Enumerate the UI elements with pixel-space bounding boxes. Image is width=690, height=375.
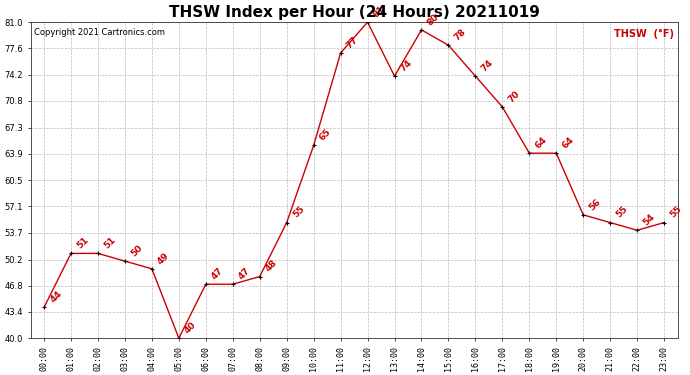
Text: Copyright 2021 Cartronics.com: Copyright 2021 Cartronics.com xyxy=(34,28,165,38)
Text: THSW  (°F): THSW (°F) xyxy=(614,28,674,39)
Text: 40: 40 xyxy=(183,320,198,335)
Text: 47: 47 xyxy=(210,266,226,282)
Text: 78: 78 xyxy=(453,27,468,42)
Title: THSW Index per Hour (24 Hours) 20211019: THSW Index per Hour (24 Hours) 20211019 xyxy=(168,4,540,20)
Text: 64: 64 xyxy=(533,135,549,150)
Text: 70: 70 xyxy=(506,89,522,104)
Text: 65: 65 xyxy=(318,128,333,143)
Text: 47: 47 xyxy=(237,266,253,282)
Text: 56: 56 xyxy=(587,197,602,212)
Text: 81: 81 xyxy=(372,4,387,20)
Text: 50: 50 xyxy=(129,243,144,258)
Text: 74: 74 xyxy=(399,58,414,74)
Text: 74: 74 xyxy=(480,58,495,74)
Text: 80: 80 xyxy=(426,12,441,27)
Text: 55: 55 xyxy=(291,205,306,220)
Text: 44: 44 xyxy=(48,289,63,304)
Text: 55: 55 xyxy=(669,205,684,220)
Text: 55: 55 xyxy=(614,205,629,220)
Text: 64: 64 xyxy=(560,135,575,150)
Text: 49: 49 xyxy=(156,251,171,266)
Text: 54: 54 xyxy=(641,212,657,228)
Text: 77: 77 xyxy=(345,35,360,50)
Text: 51: 51 xyxy=(75,236,90,250)
Text: 51: 51 xyxy=(102,236,117,250)
Text: 48: 48 xyxy=(264,258,279,274)
